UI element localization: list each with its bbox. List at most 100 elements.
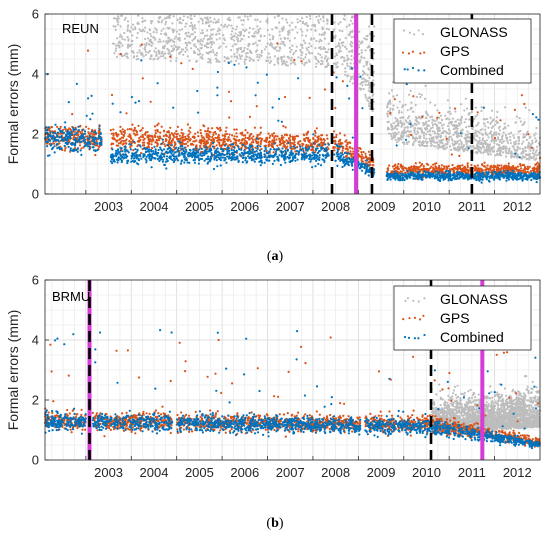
data-point [85,125,88,128]
data-point [319,48,323,51]
data-point [185,48,189,51]
data-point [207,21,210,24]
data-point [360,151,363,154]
data-point [458,134,461,138]
data-point [501,141,504,144]
data-point [418,92,421,95]
data-point [350,54,353,58]
data-point [186,16,189,19]
data-point [423,97,426,100]
data-point [425,133,428,136]
data-point [350,45,353,48]
data-point [154,132,157,135]
data-point [247,45,250,48]
data-point [442,144,445,147]
data-point [513,170,516,173]
data-point [254,50,258,53]
data-point [126,44,129,48]
data-point [254,30,257,33]
data-point [287,141,290,145]
data-point [445,146,448,149]
data-point [337,22,340,25]
data-point [185,142,188,145]
data-point [311,154,314,157]
data-point [466,164,469,167]
data-point [444,143,447,146]
data-point [360,81,364,84]
data-point [229,49,233,52]
data-point [335,133,338,136]
data-point [231,134,234,137]
data-point [258,149,262,152]
data-point [439,141,442,144]
data-point [119,33,122,36]
data-point [350,58,353,61]
data-point [403,178,406,182]
data-point [459,103,463,106]
data-point [160,21,163,24]
data-point [535,126,538,130]
data-point [166,16,169,19]
data-point [351,22,354,25]
data-point [357,73,360,76]
data-point [488,145,491,148]
data-point [434,165,437,168]
data-point [291,21,294,24]
data-point [271,106,274,109]
data-point [497,149,500,152]
data-point [263,34,266,38]
data-point [361,40,364,43]
data-point [428,137,431,140]
data-point [312,149,315,152]
data-point [272,35,275,39]
data-point [255,141,258,144]
data-point [110,93,114,97]
data-point [175,130,178,133]
data-point [425,116,428,119]
data-point [477,121,480,124]
data-point [426,130,429,133]
data-point [513,148,516,151]
data-point [171,22,174,25]
data-point [186,137,189,141]
data-point [153,36,156,40]
data-point [250,51,253,55]
data-point [215,38,218,41]
data-point [449,112,452,115]
data-point [203,159,206,162]
data-point [315,127,318,130]
data-point [53,145,56,148]
data-point [489,130,493,133]
data-point [359,82,362,85]
data-point [519,129,522,132]
data-point [258,39,262,42]
data-point [154,141,157,144]
data-point [278,139,281,142]
data-point [150,35,153,38]
data-point [212,21,215,24]
data-point [305,132,308,135]
data-point [505,165,508,168]
data-point [507,141,510,144]
data-point [388,99,391,102]
data-point [162,130,166,133]
data-point [211,145,214,148]
data-point [123,18,126,21]
data-point [460,115,464,118]
data-point [482,122,486,125]
data-point [186,144,189,147]
data-point [459,147,462,150]
data-point [134,26,137,29]
data-point [403,128,406,131]
data-point [47,126,51,129]
data-point [300,54,303,57]
data-point [505,147,508,150]
data-point [252,135,255,138]
data-point [173,44,176,47]
data-point [460,135,463,138]
data-point [532,168,535,171]
data-point [424,84,427,87]
data-point [130,26,133,29]
data-point [186,140,189,143]
